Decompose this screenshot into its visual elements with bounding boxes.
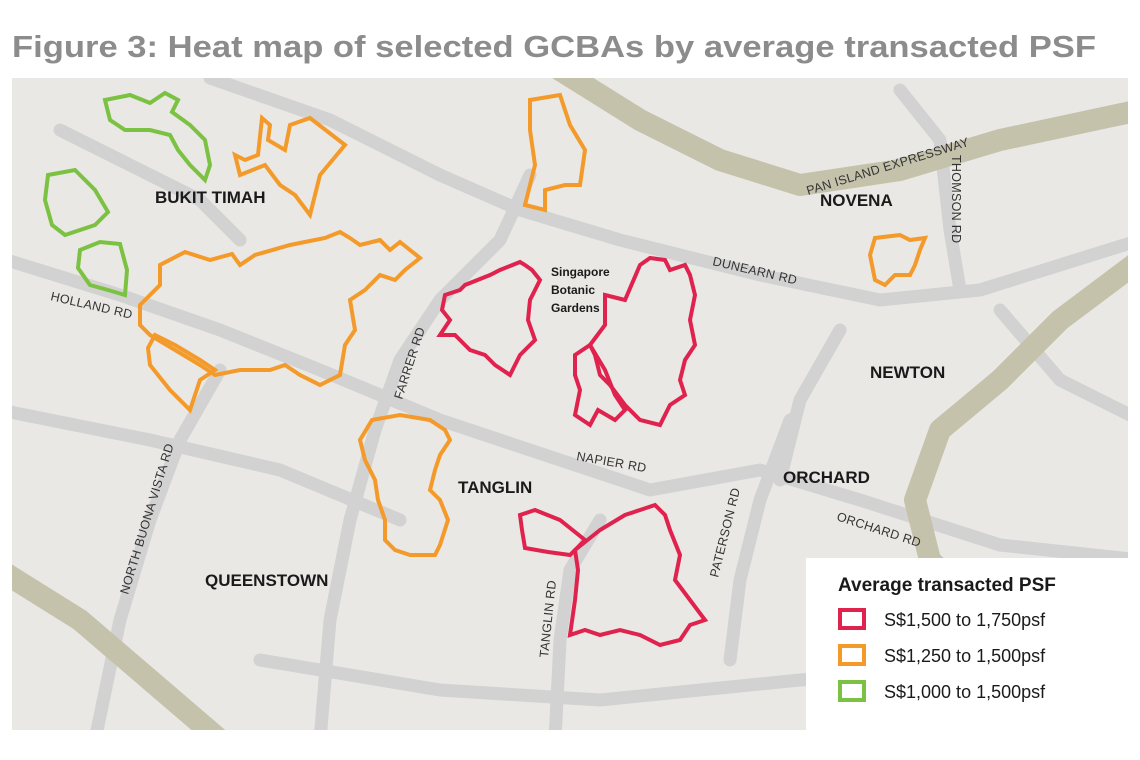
road: [314, 168, 537, 730]
district-label: NEWTON: [870, 363, 945, 382]
gcba-area: [517, 507, 588, 558]
road: [723, 413, 797, 667]
gcba-area: [522, 92, 588, 213]
landmark-label: Singapore: [551, 265, 610, 279]
gcba-areas: [42, 90, 929, 648]
road: [203, 78, 1128, 307]
gcba-area: [75, 239, 130, 298]
gcba-area: [102, 90, 213, 184]
road: [12, 405, 407, 527]
gcba-area: [42, 167, 111, 238]
legend-label: S$1,500 to 1,750psf: [884, 610, 1046, 630]
road: [893, 83, 967, 297]
gcba-area: [145, 332, 219, 414]
figure-title: Figure 3: Heat map of selected GCBAs by …: [12, 29, 1096, 64]
road: [993, 303, 1128, 422]
gcba-area: [436, 259, 543, 378]
legend-swatch: [838, 680, 866, 702]
gcba-area: [567, 502, 709, 648]
road: [548, 513, 607, 730]
expressway: [12, 564, 226, 730]
expressway: [552, 78, 1128, 196]
district-label: NOVENA: [820, 191, 893, 210]
landmark-label: Botanic: [551, 283, 595, 297]
legend-title: Average transacted PSF: [838, 575, 1056, 596]
district-label: QUEENSTOWN: [205, 571, 328, 590]
gcba-area: [232, 113, 348, 220]
gcba-area: [587, 255, 698, 428]
district-label: BUKIT TIMAH: [155, 188, 265, 207]
gcba-area: [867, 232, 929, 288]
road: [773, 323, 847, 487]
gcba-area: [357, 412, 453, 557]
district-label: TANGLIN: [458, 478, 532, 497]
legend: Average transacted PSF S$1,500 to 1,750p…: [806, 558, 1128, 730]
road: [12, 254, 1128, 566]
road-label: THOMSON RD: [949, 155, 963, 243]
legend-swatch: [838, 644, 866, 666]
gcba-area: [138, 229, 424, 388]
district-label: ORCHARD: [783, 468, 870, 487]
gcba-area: [572, 342, 628, 428]
legend-swatch: [838, 608, 866, 630]
legend-label: S$1,000 to 1,500psf: [884, 682, 1046, 702]
landmark-label: Gardens: [551, 301, 600, 315]
road: [53, 123, 247, 247]
legend-label: S$1,250 to 1,500psf: [884, 646, 1046, 666]
